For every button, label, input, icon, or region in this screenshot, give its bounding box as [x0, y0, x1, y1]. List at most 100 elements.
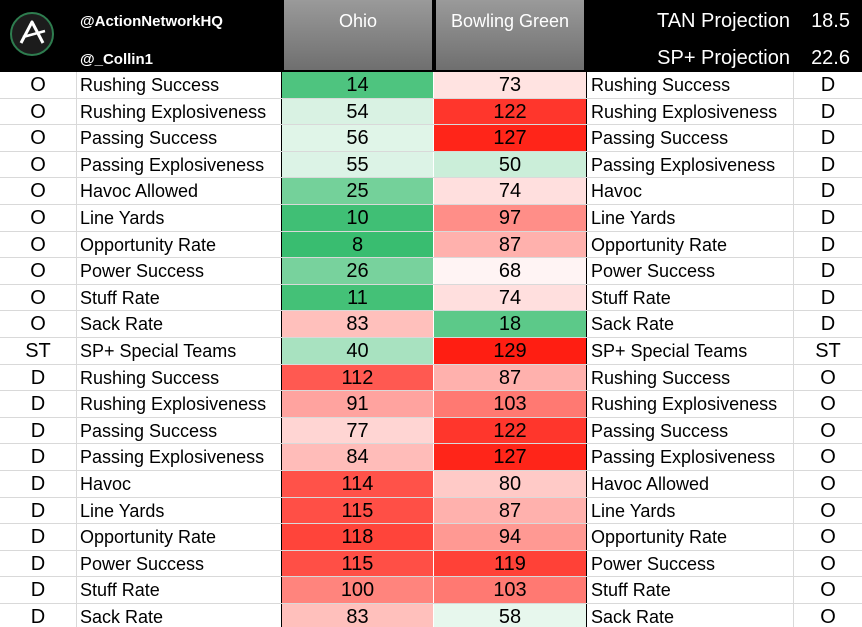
- ohio-rank-cell[interactable]: 100: [282, 577, 434, 603]
- bowling-green-rank-cell[interactable]: 80: [434, 470, 587, 497]
- unit-side-left[interactable]: D: [0, 603, 77, 627]
- stat-label-right[interactable]: Passing Explosiveness: [587, 444, 794, 470]
- unit-side-right[interactable]: D: [820, 74, 836, 96]
- unit-side-left[interactable]: O: [0, 204, 77, 231]
- stat-label-right[interactable]: Line Yards: [587, 204, 794, 231]
- ohio-rank-cell[interactable]: 54: [282, 98, 434, 125]
- unit-side-left[interactable]: D: [0, 417, 77, 444]
- stat-label-left[interactable]: Passing Explosiveness: [77, 444, 282, 470]
- bowling-green-rank-cell[interactable]: 103: [434, 577, 587, 603]
- stat-label-right[interactable]: Rushing Success: [587, 364, 794, 391]
- unit-side-left[interactable]: D: [0, 391, 77, 417]
- ohio-rank-cell[interactable]: 118: [282, 524, 434, 550]
- ohio-rank-cell[interactable]: 8: [282, 231, 434, 258]
- unit-side-left[interactable]: D: [0, 497, 77, 524]
- stat-label-left[interactable]: Havoc Allowed: [77, 178, 282, 204]
- stat-label-left[interactable]: Passing Success: [77, 417, 282, 444]
- stat-label-right[interactable]: Sack Rate: [587, 603, 794, 627]
- stat-label-left[interactable]: Rushing Explosiveness: [77, 391, 282, 417]
- unit-side-right[interactable]: D: [820, 206, 836, 229]
- stat-label-right[interactable]: Power Success: [587, 550, 794, 577]
- bowling-green-rank-cell[interactable]: 97: [434, 204, 587, 231]
- unit-side-right[interactable]: O: [820, 552, 836, 575]
- ohio-rank-cell[interactable]: 115: [282, 550, 434, 577]
- unit-side-left[interactable]: O: [0, 284, 77, 311]
- unit-side-left[interactable]: D: [0, 577, 77, 603]
- bowling-green-rank-cell[interactable]: 94: [434, 524, 587, 550]
- bowling-green-rank-cell[interactable]: 127: [434, 444, 587, 470]
- stat-label-left[interactable]: Line Yards: [77, 497, 282, 524]
- stat-label-right[interactable]: Rushing Explosiveness: [587, 391, 794, 417]
- bowling-green-rank-cell[interactable]: 103: [434, 391, 587, 417]
- stat-label-right[interactable]: Rushing Success: [587, 72, 794, 98]
- stat-label-left[interactable]: SP+ Special Teams: [77, 337, 282, 364]
- unit-side-left[interactable]: O: [0, 125, 77, 151]
- ohio-rank-cell[interactable]: 11: [282, 284, 434, 311]
- bowling-green-rank-cell[interactable]: 50: [434, 151, 587, 178]
- stat-label-right[interactable]: Opportunity Rate: [587, 524, 794, 550]
- ohio-rank-cell[interactable]: 77: [282, 417, 434, 444]
- unit-side-left[interactable]: D: [0, 444, 77, 470]
- stat-label-left[interactable]: Opportunity Rate: [77, 231, 282, 258]
- bowling-green-rank-cell[interactable]: 74: [434, 178, 587, 204]
- unit-side-left[interactable]: O: [0, 311, 77, 337]
- unit-side-right[interactable]: D: [820, 153, 836, 176]
- unit-side-right[interactable]: O: [820, 366, 836, 389]
- stat-label-right[interactable]: Power Success: [587, 258, 794, 284]
- unit-side-right[interactable]: D: [820, 260, 836, 283]
- stat-label-left[interactable]: Power Success: [77, 258, 282, 284]
- stat-label-left[interactable]: Rushing Success: [77, 72, 282, 98]
- ohio-rank-cell[interactable]: 83: [282, 603, 434, 627]
- bowling-green-rank-cell[interactable]: 122: [434, 98, 587, 125]
- unit-side-right[interactable]: D: [820, 127, 836, 150]
- ohio-rank-cell[interactable]: 112: [282, 364, 434, 391]
- unit-side-right[interactable]: D: [820, 286, 836, 309]
- bowling-green-rank-cell[interactable]: 74: [434, 284, 587, 311]
- team-header-bowling-green[interactable]: Bowling Green: [434, 0, 586, 70]
- unit-side-left[interactable]: O: [0, 231, 77, 258]
- unit-side-right[interactable]: O: [820, 579, 836, 602]
- bowling-green-rank-cell[interactable]: 127: [434, 125, 587, 151]
- ohio-rank-cell[interactable]: 56: [282, 125, 434, 151]
- ohio-rank-cell[interactable]: 40: [282, 337, 434, 364]
- ohio-rank-cell[interactable]: 83: [282, 311, 434, 337]
- ohio-rank-cell[interactable]: 14: [282, 72, 434, 98]
- unit-side-right[interactable]: O: [820, 605, 836, 627]
- stat-label-left[interactable]: Stuff Rate: [77, 577, 282, 603]
- stat-label-left[interactable]: Havoc: [77, 470, 282, 497]
- ohio-rank-cell[interactable]: 115: [282, 497, 434, 524]
- stat-label-right[interactable]: Passing Explosiveness: [587, 151, 794, 178]
- unit-side-right[interactable]: D: [820, 100, 836, 123]
- stat-label-right[interactable]: SP+ Special Teams: [587, 337, 794, 364]
- stat-label-left[interactable]: Passing Explosiveness: [77, 151, 282, 178]
- bowling-green-rank-cell[interactable]: 87: [434, 364, 587, 391]
- unit-side-left[interactable]: ST: [0, 337, 77, 364]
- stat-label-left[interactable]: Line Yards: [77, 204, 282, 231]
- unit-side-left[interactable]: O: [0, 258, 77, 284]
- unit-side-right[interactable]: D: [820, 233, 836, 256]
- stat-label-right[interactable]: Stuff Rate: [587, 577, 794, 603]
- unit-side-left[interactable]: D: [0, 470, 77, 497]
- stat-label-left[interactable]: Passing Success: [77, 125, 282, 151]
- stat-label-right[interactable]: Passing Success: [587, 125, 794, 151]
- ohio-rank-cell[interactable]: 114: [282, 470, 434, 497]
- stat-label-left[interactable]: Rushing Explosiveness: [77, 98, 282, 125]
- unit-side-left[interactable]: D: [0, 364, 77, 391]
- bowling-green-rank-cell[interactable]: 58: [434, 603, 587, 627]
- unit-side-right[interactable]: D: [820, 180, 836, 203]
- bowling-green-rank-cell[interactable]: 18: [434, 311, 587, 337]
- stat-label-left[interactable]: Rushing Success: [77, 364, 282, 391]
- stat-label-right[interactable]: Stuff Rate: [587, 284, 794, 311]
- unit-side-left[interactable]: O: [0, 178, 77, 204]
- unit-side-right[interactable]: O: [820, 499, 836, 522]
- ohio-rank-cell[interactable]: 10: [282, 204, 434, 231]
- unit-side-right[interactable]: ST: [815, 339, 841, 362]
- ohio-rank-cell[interactable]: 91: [282, 391, 434, 417]
- stat-label-right[interactable]: Rushing Explosiveness: [587, 98, 794, 125]
- ohio-rank-cell[interactable]: 84: [282, 444, 434, 470]
- stat-label-left[interactable]: Stuff Rate: [77, 284, 282, 311]
- team-header-ohio[interactable]: Ohio: [282, 0, 434, 70]
- bowling-green-rank-cell[interactable]: 68: [434, 258, 587, 284]
- unit-side-right[interactable]: O: [820, 446, 836, 469]
- unit-side-right[interactable]: O: [820, 526, 836, 549]
